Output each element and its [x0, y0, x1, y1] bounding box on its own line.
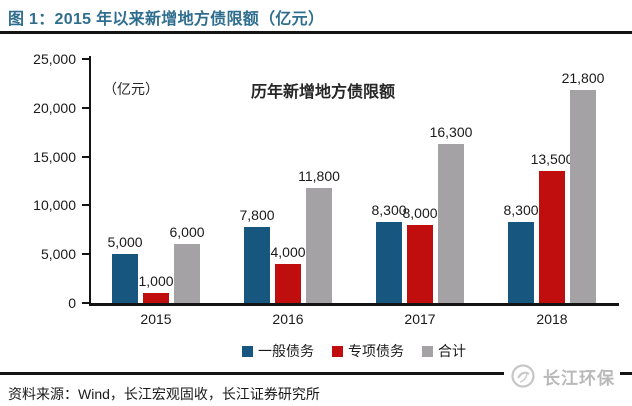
bar-value-label: 8,300	[503, 201, 539, 218]
bar-value-label: 13,500	[530, 151, 574, 168]
bar	[570, 90, 596, 303]
bar	[112, 254, 138, 303]
bar-value-label: 1,000	[138, 273, 174, 290]
watermark-label: 长江环保	[543, 368, 615, 388]
bar-value-label: 7,800	[239, 206, 275, 223]
bar	[376, 221, 402, 303]
legend-label: 一般债务	[258, 343, 314, 359]
legend-label: 专项债务	[348, 343, 404, 359]
x-axis-line	[89, 303, 619, 306]
bar-value-label: 11,800	[298, 167, 340, 184]
bar-value-label: 16,300	[429, 123, 473, 140]
y-tick-mark	[82, 155, 89, 158]
bar	[244, 226, 270, 303]
y-tick-mark	[82, 106, 89, 109]
changjiang-flower-logo-icon	[509, 362, 537, 390]
bar	[407, 224, 433, 303]
legend-label: 合计	[438, 343, 466, 359]
legend-swatch	[422, 345, 433, 357]
bar-value-label: 5,000	[107, 234, 143, 251]
y-axis-unit-label: （亿元）	[103, 81, 159, 97]
legend-swatch	[332, 345, 343, 357]
legend-swatch	[242, 345, 253, 357]
x-category-label: 2016	[272, 311, 304, 327]
x-category-label: 2015	[140, 311, 172, 327]
bar	[508, 221, 534, 303]
y-tick-label: 0	[68, 295, 76, 311]
footer-divider	[0, 372, 632, 375]
legend-item: 专项债务	[332, 341, 404, 361]
legend-item: 一般债务	[242, 341, 314, 361]
bar	[438, 143, 464, 303]
y-tick-mark	[82, 253, 89, 256]
bar	[143, 293, 169, 303]
y-tick-label: 10,000	[33, 197, 76, 214]
legend: 一般债务 专项债务 合计	[90, 341, 618, 361]
y-tick-label: 5,000	[40, 246, 76, 263]
bar	[174, 244, 200, 303]
watermark: 长江环保	[504, 357, 620, 395]
bar-value-label: 6,000	[169, 224, 205, 241]
y-tick-label: 20,000	[33, 99, 76, 116]
bar	[275, 263, 301, 303]
y-tick-label: 15,000	[33, 148, 76, 165]
y-axis-line	[89, 56, 91, 306]
y-tick-mark	[82, 302, 89, 304]
y-tick-label: 25,000	[33, 51, 76, 67]
bar-value-label: 21,800	[561, 70, 605, 87]
y-tick-mark	[82, 58, 89, 60]
x-category-label: 2017	[404, 311, 436, 327]
bar-value-label: 8,000	[402, 204, 438, 221]
chart-title: 历年新增地方债限额	[250, 84, 396, 101]
bar	[539, 171, 565, 303]
legend-item: 合计	[422, 341, 466, 361]
figure-title: 图 1：2015 年以来新增地方债限额（亿元）	[8, 11, 325, 28]
source-note: 资料来源：Wind，长江宏观固收，长江证券研究所	[8, 386, 320, 402]
header-divider	[0, 31, 632, 34]
bar	[306, 187, 332, 303]
x-category-label: 2018	[536, 311, 568, 327]
bar-value-label: 4,000	[270, 243, 306, 260]
y-tick-mark	[82, 204, 89, 207]
bar-value-label: 8,300	[371, 201, 407, 218]
